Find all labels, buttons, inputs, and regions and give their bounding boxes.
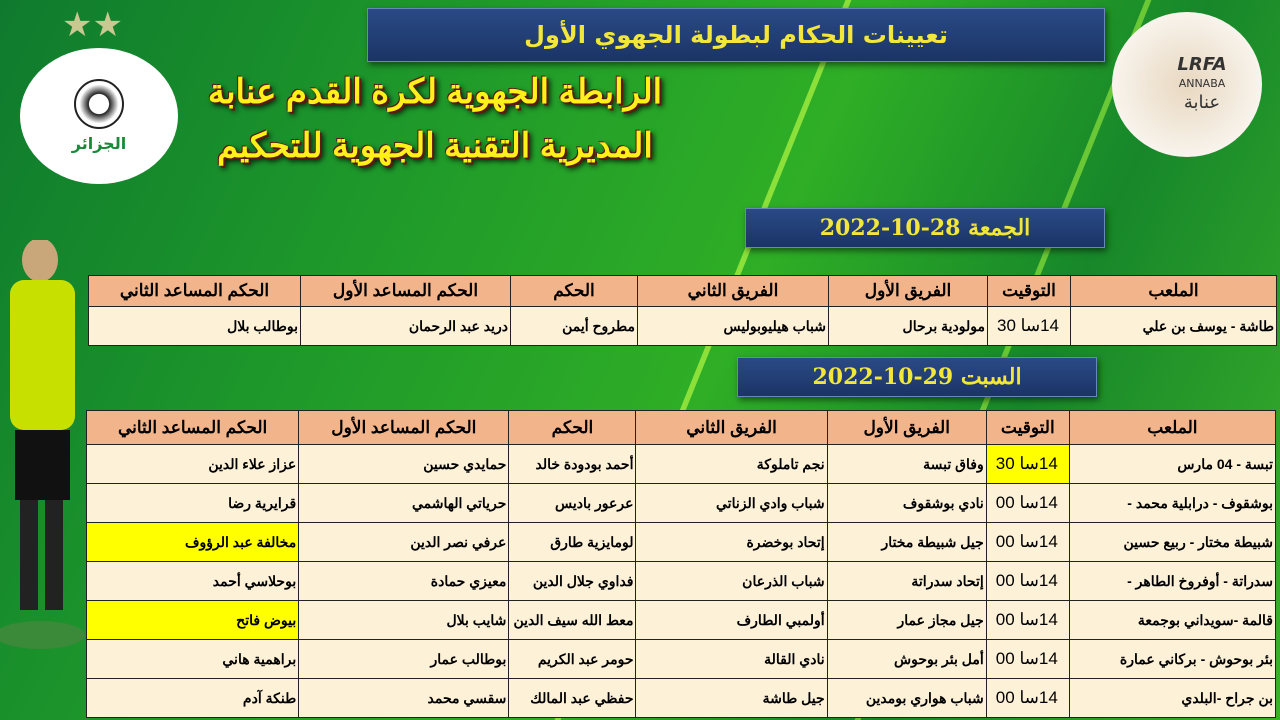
referee-illustration bbox=[0, 240, 85, 649]
cell-away-team: شباب وادي الزناتي bbox=[635, 483, 828, 523]
column-header-referee: الحكم bbox=[510, 275, 638, 307]
cell-assistant-1: سقسي محمد bbox=[298, 678, 510, 718]
column-header-referee: الحكم bbox=[508, 410, 637, 445]
cell-time: 14سا 00 bbox=[985, 678, 1070, 718]
cell-home-team: أمل بئر بوحوش bbox=[826, 639, 987, 679]
football-icon bbox=[74, 78, 124, 129]
header-row: الملعب التوقيت الفريق الأول الفريق الثاني ال… bbox=[85, 410, 1277, 445]
cell-referee: مطروح أيمن bbox=[510, 306, 638, 346]
column-header-stadium: الملعب bbox=[1068, 410, 1277, 445]
column-header-assistant-2: الحكم المساعد الثاني bbox=[85, 410, 300, 445]
lrfa-logo: LRFA ANNABA عنابة bbox=[1112, 12, 1262, 157]
cell-away-team: شباب الذرعان bbox=[635, 561, 828, 601]
table-row: سدراتة - أوفروخ الطاهر -14سا 00 إتحاد سدر… bbox=[85, 561, 1277, 601]
table-row: بئر بوحوش - بركاني عمارة 14سا 00 أمل بئر ب… bbox=[85, 639, 1277, 679]
table-row: بن جراح -البلدي 14سا 00 شباب هواري بومدين ج… bbox=[85, 678, 1277, 718]
cell-assistant-1: حرياتي الهاشمي bbox=[298, 483, 510, 523]
cell-time: 14سا 00 bbox=[985, 600, 1070, 640]
cell-time: 14سا 00 bbox=[985, 639, 1070, 679]
cell-stadium: بئر بوحوش - بركاني عمارة bbox=[1068, 639, 1277, 679]
cell-assistant-2: قرايرية رضا bbox=[85, 483, 300, 523]
cell-referee: لومايزية طارق bbox=[508, 522, 637, 562]
cell-assistant-2: براهمية هاني bbox=[85, 639, 300, 679]
lrfa-logo-text: LRFA bbox=[1177, 54, 1227, 76]
cell-referee: عرعور باديس bbox=[508, 483, 637, 523]
cell-away-team: إتحاد بوخضرة bbox=[635, 522, 828, 562]
cell-home-team: شباب هواري بومدين bbox=[826, 678, 987, 718]
cell-referee: فداوي جلال الدين bbox=[508, 561, 637, 601]
cell-stadium: شبيطة مختار - ربيع حسين bbox=[1068, 522, 1277, 562]
cell-time: 14سا 00 bbox=[985, 522, 1070, 562]
league-name: الرابطة الجهوية لكرة القدم عنابة bbox=[207, 73, 663, 111]
faf-logo-text: الجزائر bbox=[71, 133, 127, 153]
header-row: الملعب التوقيت الفريق الأول الفريق الثاني ال… bbox=[88, 275, 1277, 307]
cell-home-team: جيل شبيطة مختار bbox=[826, 522, 987, 562]
cell-home-team: نادي بوشقوف bbox=[826, 483, 987, 523]
column-header-away-team: الفريق الثاني bbox=[637, 275, 829, 307]
cell-assistant-1: معيزي حمادة bbox=[298, 561, 510, 601]
cell-time: 14سا 00 bbox=[985, 483, 1070, 523]
cell-assistant-2: عزاز علاء الدين bbox=[85, 444, 300, 484]
column-header-assistant-2: الحكم المساعد الثاني bbox=[88, 275, 301, 307]
stars-icon: ★★ bbox=[62, 5, 123, 45]
cell-stadium: قالمة -سويداني بوجمعة bbox=[1068, 600, 1277, 640]
lrfa-logo-ar: عنابة bbox=[1183, 91, 1221, 113]
column-header-home-team: الفريق الأول bbox=[828, 275, 988, 307]
cell-time: 14سا 00 bbox=[985, 561, 1070, 601]
cell-stadium: بن جراح -البلدي bbox=[1068, 678, 1277, 718]
faf-logo: الجزائر bbox=[20, 48, 178, 184]
cell-assistant-1: شايب بلال bbox=[298, 600, 510, 640]
cell-home-team: وفاق تبسة bbox=[826, 444, 987, 484]
table-row: بوشقوف - درابلية محمد -14سا 00 نادي بوشقو… bbox=[85, 483, 1277, 523]
cell-referee: معط الله سيف الدين bbox=[508, 600, 637, 640]
cell-assistant-2: بيوض فاتح bbox=[85, 600, 300, 640]
cell-assistant-2: بوطالب بلال bbox=[88, 306, 301, 346]
cell-assistant-1: دريد عبد الرحمان bbox=[300, 306, 511, 346]
cell-time: 14سا 30 bbox=[987, 306, 1071, 346]
cell-away-team: نجم تاملوكة bbox=[635, 444, 828, 484]
cell-assistant-2: مخالفة عبد الرؤوف bbox=[85, 522, 300, 562]
friday-assignments-table: الملعب التوقيت الفريق الأول الفريق الثاني ال… bbox=[88, 275, 1277, 346]
cell-assistant-2: طنكة آدم bbox=[85, 678, 300, 718]
column-header-time: التوقيت bbox=[985, 410, 1070, 445]
cell-home-team: جيل مجاز عمار bbox=[826, 600, 987, 640]
cell-away-team: نادي القالة bbox=[635, 639, 828, 679]
cell-assistant-1: حمايدي حسين bbox=[298, 444, 510, 484]
column-header-assistant-1: الحكم المساعد الأول bbox=[298, 410, 510, 445]
date-banner-saturday: السبت 29-10-2022 bbox=[737, 357, 1097, 397]
cell-away-team: جيل طاشة bbox=[635, 678, 828, 718]
cell-home-team: مولودية برحال bbox=[828, 306, 988, 346]
cell-referee: حفظي عبد المالك bbox=[508, 678, 637, 718]
cell-assistant-1: بوطالب عمار bbox=[298, 639, 510, 679]
column-header-time: التوقيت bbox=[987, 275, 1071, 307]
date-banner-friday: الجمعة 28-10-2022 bbox=[745, 208, 1105, 248]
cell-home-team: إتحاد سدراتة bbox=[826, 561, 987, 601]
cell-time: 14سا 30 bbox=[985, 444, 1070, 484]
table-row: قالمة -سويداني بوجمعة 14سا 00 جيل مجاز عما… bbox=[85, 600, 1277, 640]
column-header-stadium: الملعب bbox=[1070, 275, 1277, 307]
column-header-assistant-1: الحكم المساعد الأول bbox=[300, 275, 511, 307]
cell-stadium: طاشة - يوسف بن علي bbox=[1070, 306, 1277, 346]
cell-stadium: بوشقوف - درابلية محمد - bbox=[1068, 483, 1277, 523]
cell-stadium: سدراتة - أوفروخ الطاهر - bbox=[1068, 561, 1277, 601]
table-row: شبيطة مختار - ربيع حسين 14سا 00 جيل شبيطة … bbox=[85, 522, 1277, 562]
column-header-home-team: الفريق الأول bbox=[826, 410, 987, 445]
cell-assistant-1: عرفي نصر الدين bbox=[298, 522, 510, 562]
lrfa-logo-sub: ANNABA bbox=[1178, 77, 1226, 91]
table-row: طاشة - يوسف بن علي 14سا 30 مولودية برحال شب… bbox=[88, 306, 1277, 346]
cell-away-team: أولمبي الطارف bbox=[635, 600, 828, 640]
saturday-assignments-table: الملعب التوقيت الفريق الأول الفريق الثاني ال… bbox=[85, 410, 1277, 718]
directorate-name: المديرية التقنية الجهوية للتحكيم bbox=[217, 127, 653, 165]
cell-assistant-2: بوحلاسي أحمد bbox=[85, 561, 300, 601]
column-header-away-team: الفريق الثاني bbox=[635, 410, 828, 445]
table-row: تبسة - 04 مارس 14سا 30 وفاق تبسة نجم تاملوك… bbox=[85, 444, 1277, 484]
cell-referee: أحمد بودودة خالد bbox=[508, 444, 637, 484]
cell-referee: حومر عبد الكريم bbox=[508, 639, 637, 679]
cell-stadium: تبسة - 04 مارس bbox=[1068, 444, 1277, 484]
title-banner: تعيينات الحكام لبطولة الجهوي الأول bbox=[367, 8, 1105, 62]
cell-away-team: شباب هيليوبوليس bbox=[637, 306, 829, 346]
